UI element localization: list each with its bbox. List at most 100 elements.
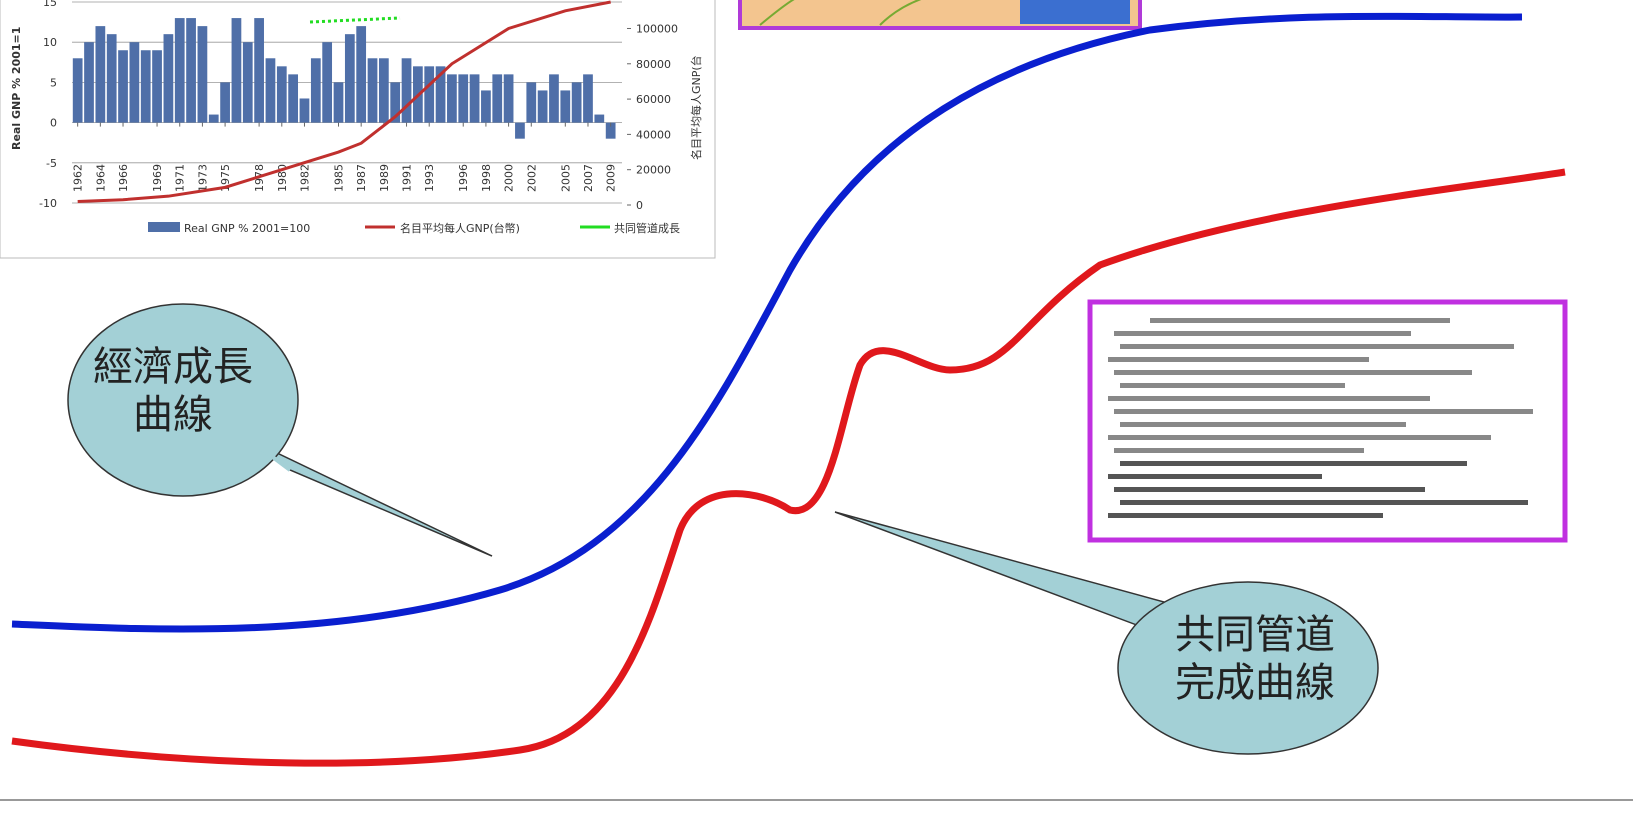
y2-axis-label: 名目平均每人GNP(台 bbox=[689, 55, 703, 160]
bar bbox=[288, 74, 298, 122]
bar bbox=[152, 50, 162, 122]
doc-text-line bbox=[1120, 461, 1467, 466]
bar bbox=[311, 58, 321, 122]
x-tick-label: 1982 bbox=[298, 164, 311, 192]
x-tick-label: 1987 bbox=[355, 164, 368, 192]
bar bbox=[73, 58, 83, 122]
y2-tick-label: 40000 bbox=[636, 128, 671, 141]
doc-text-line bbox=[1108, 396, 1430, 401]
bar bbox=[492, 74, 502, 122]
bar bbox=[594, 115, 604, 123]
map-image bbox=[740, 0, 1140, 28]
bar bbox=[186, 18, 196, 123]
doc-text-line bbox=[1114, 487, 1425, 492]
doc-text-line bbox=[1114, 370, 1472, 375]
doc-text-line bbox=[1108, 474, 1322, 479]
bar bbox=[560, 90, 570, 122]
x-tick-label: 1996 bbox=[457, 164, 470, 192]
x-tick-label: 1993 bbox=[423, 164, 436, 192]
bar bbox=[107, 34, 117, 122]
x-tick-label: 2002 bbox=[525, 164, 538, 192]
x-tick-label: 2005 bbox=[559, 164, 572, 192]
y-tick-label: 10 bbox=[43, 36, 57, 49]
bar bbox=[572, 82, 582, 122]
bar bbox=[95, 26, 105, 122]
bar bbox=[141, 50, 151, 122]
x-tick-label: 1962 bbox=[72, 164, 85, 192]
bar bbox=[356, 26, 366, 122]
legend-label: 名目平均每人GNP(台幣) bbox=[400, 221, 520, 235]
bar bbox=[515, 123, 525, 139]
y-axis-label: Real GNP % 2001=1 bbox=[10, 27, 23, 150]
bar bbox=[130, 42, 140, 122]
bar bbox=[549, 74, 559, 122]
x-tick-label: 1991 bbox=[401, 164, 414, 192]
doc-text-line bbox=[1150, 318, 1450, 323]
doc-text-line bbox=[1120, 344, 1514, 349]
y-tick-label: -10 bbox=[39, 197, 57, 210]
doc-text-line bbox=[1114, 409, 1533, 414]
bar bbox=[583, 74, 593, 122]
bar bbox=[232, 18, 242, 123]
y2-tick-label: 20000 bbox=[636, 164, 671, 177]
bar bbox=[424, 66, 434, 122]
x-tick-label: 2007 bbox=[582, 164, 595, 192]
bar bbox=[209, 115, 219, 123]
bar bbox=[379, 58, 389, 122]
legend-label: Real GNP % 2001=100 bbox=[184, 222, 310, 235]
bar bbox=[118, 50, 128, 122]
bar bbox=[277, 66, 287, 122]
x-tick-label: 1989 bbox=[378, 164, 391, 192]
y-tick-label: -5 bbox=[46, 157, 57, 170]
bar bbox=[504, 74, 514, 122]
y2-tick-label: 80000 bbox=[636, 58, 671, 71]
slide: 經濟成長曲線 共同管道完成曲線 -10-50510150200004000060… bbox=[0, 0, 1633, 836]
y-tick-label: 0 bbox=[50, 117, 57, 130]
doc-text-line bbox=[1120, 422, 1406, 427]
bar bbox=[481, 90, 491, 122]
legend-label: 共同管道成長 bbox=[614, 221, 680, 235]
legend-swatch bbox=[148, 222, 180, 232]
bar bbox=[243, 42, 253, 122]
bar bbox=[220, 82, 230, 122]
x-tick-label: 1966 bbox=[117, 164, 130, 192]
doc-text-line bbox=[1108, 357, 1369, 362]
y-tick-label: 5 bbox=[50, 76, 57, 89]
y-tick-label: 15 bbox=[43, 0, 57, 9]
bar bbox=[266, 58, 276, 122]
bar bbox=[322, 42, 332, 122]
y2-tick-label: 0 bbox=[636, 199, 643, 212]
y2-tick-label: 60000 bbox=[636, 93, 671, 106]
bar bbox=[198, 26, 208, 122]
bar bbox=[175, 18, 185, 123]
bar bbox=[402, 58, 412, 122]
doc-text-line bbox=[1108, 435, 1491, 440]
bar bbox=[334, 82, 344, 122]
x-tick-label: 1998 bbox=[480, 164, 493, 192]
bar bbox=[368, 58, 378, 122]
doc-text-line bbox=[1108, 513, 1383, 518]
x-tick-label: 1964 bbox=[94, 164, 107, 192]
bar bbox=[254, 18, 264, 123]
bar bbox=[538, 90, 548, 122]
bar bbox=[84, 42, 94, 122]
x-tick-label: 2009 bbox=[605, 164, 618, 192]
bar bbox=[447, 74, 457, 122]
x-tick-label: 1973 bbox=[196, 164, 209, 192]
x-tick-label: 1971 bbox=[174, 164, 187, 192]
bar bbox=[164, 34, 174, 122]
document-image bbox=[1090, 302, 1565, 540]
x-tick-label: 2000 bbox=[503, 164, 516, 192]
y2-tick-label: 100000 bbox=[636, 22, 678, 35]
doc-text-line bbox=[1120, 500, 1528, 505]
bar bbox=[345, 34, 355, 122]
bar bbox=[470, 74, 480, 122]
bar bbox=[458, 74, 468, 122]
doc-text-line bbox=[1114, 331, 1411, 336]
doc-text-line bbox=[1114, 448, 1364, 453]
x-tick-label: 1969 bbox=[151, 164, 164, 192]
x-tick-label: 1985 bbox=[332, 164, 345, 192]
bar bbox=[300, 98, 310, 122]
bar bbox=[526, 82, 536, 122]
doc-text-line bbox=[1120, 383, 1345, 388]
